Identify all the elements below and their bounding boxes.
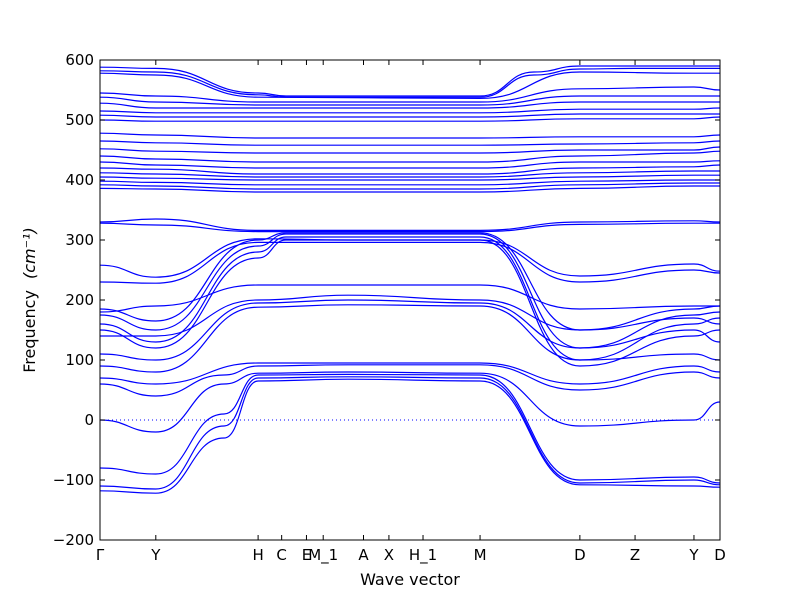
y-tick-label: −200: [53, 531, 94, 549]
phonon-branch-10: [99, 132, 721, 139]
x-tick-label: Y: [688, 546, 699, 564]
phonon-branch-8: [99, 113, 720, 118]
phonon-branch-17: [99, 174, 720, 181]
x-tick-label: Γ: [96, 546, 105, 564]
phonon-branch-9: [99, 116, 721, 122]
y-tick-label: 400: [65, 171, 94, 189]
x-tick-label: H: [252, 546, 263, 564]
x-tick-label: A: [358, 546, 369, 564]
y-tick-label: 100: [65, 351, 94, 369]
y-tick-label: 600: [65, 51, 94, 69]
x-ticks: Γ Y H C EM_1 A X H_1 M D Z Y D: [96, 60, 726, 565]
phonon-branch-33: [99, 362, 721, 385]
y-tick-label: −100: [53, 471, 94, 489]
phonon-branch-18: [99, 179, 720, 186]
phonon-branch-30: [100, 294, 721, 337]
phonon-branch-37: [99, 376, 721, 490]
x-tick-label: D: [714, 546, 726, 564]
x-axis-title: Wave vector: [360, 570, 460, 589]
phonon-branch-25: [99, 232, 721, 331]
phonon-branch-38: [99, 378, 721, 494]
phonon-branch-22: [99, 222, 720, 233]
phonon-branch-21: [99, 218, 721, 232]
x-tick-label: X: [384, 546, 394, 564]
y-tick-label: 0: [84, 411, 94, 429]
y-axis-title: Frequency (cm⁻¹): [20, 227, 39, 372]
y-tick-label: 500: [65, 111, 94, 129]
phonon-branch-2: [99, 67, 721, 98]
x-tick-label: D: [574, 546, 586, 564]
phonon-branch-20: [99, 185, 720, 193]
x-tick-label: M: [474, 546, 487, 564]
phonon-branch-23: [99, 238, 721, 278]
phonon-branch-12: [99, 146, 721, 154]
phonon-branch-16: [99, 170, 720, 178]
phonon-branch-15: [99, 164, 721, 175]
y-ticks: −200 −100 0 100 200 300 400 500 600: [53, 51, 720, 549]
phonon-branch-26: [99, 233, 721, 349]
x-tick-label: H_1: [409, 546, 437, 565]
phonon-branch-34: [99, 364, 721, 397]
phonon-branch-19: [99, 182, 720, 190]
x-tick-label: Y: [150, 546, 161, 564]
phonon-branch-14: [99, 160, 721, 169]
y-tick-label: 300: [65, 231, 94, 249]
y-axis-title-text: Frequency: [20, 290, 39, 373]
phonon-branch-36: [99, 373, 721, 484]
phonon-branch-32: [99, 304, 721, 373]
phonon-branch-28: [99, 239, 721, 367]
x-tick-label: Z: [630, 546, 640, 564]
phonon-branch-13: [99, 150, 721, 163]
y-axis-title-unit: (cm⁻¹): [20, 227, 39, 279]
phonon-branch-29: [99, 284, 720, 313]
phonon-branch-11: [99, 140, 721, 146]
phonon-branch-6: [99, 101, 720, 109]
x-tick-label: C: [276, 546, 286, 564]
plot-lines: [99, 65, 721, 494]
phonon-branch-4: [99, 86, 721, 103]
phonon-branch-35: [99, 371, 721, 433]
phonon-branch-31: [99, 299, 721, 361]
phonon-branch-5: [99, 95, 720, 106]
x-tick-label: E: [302, 546, 311, 564]
phonon-branch-3: [99, 71, 720, 100]
phonon-branch-7: [99, 107, 721, 114]
phonon-branch-24: [99, 241, 721, 284]
x-tick-label: M_1: [308, 546, 338, 565]
phonon-branch-1: [99, 65, 720, 97]
y-tick-label: 200: [65, 291, 94, 309]
